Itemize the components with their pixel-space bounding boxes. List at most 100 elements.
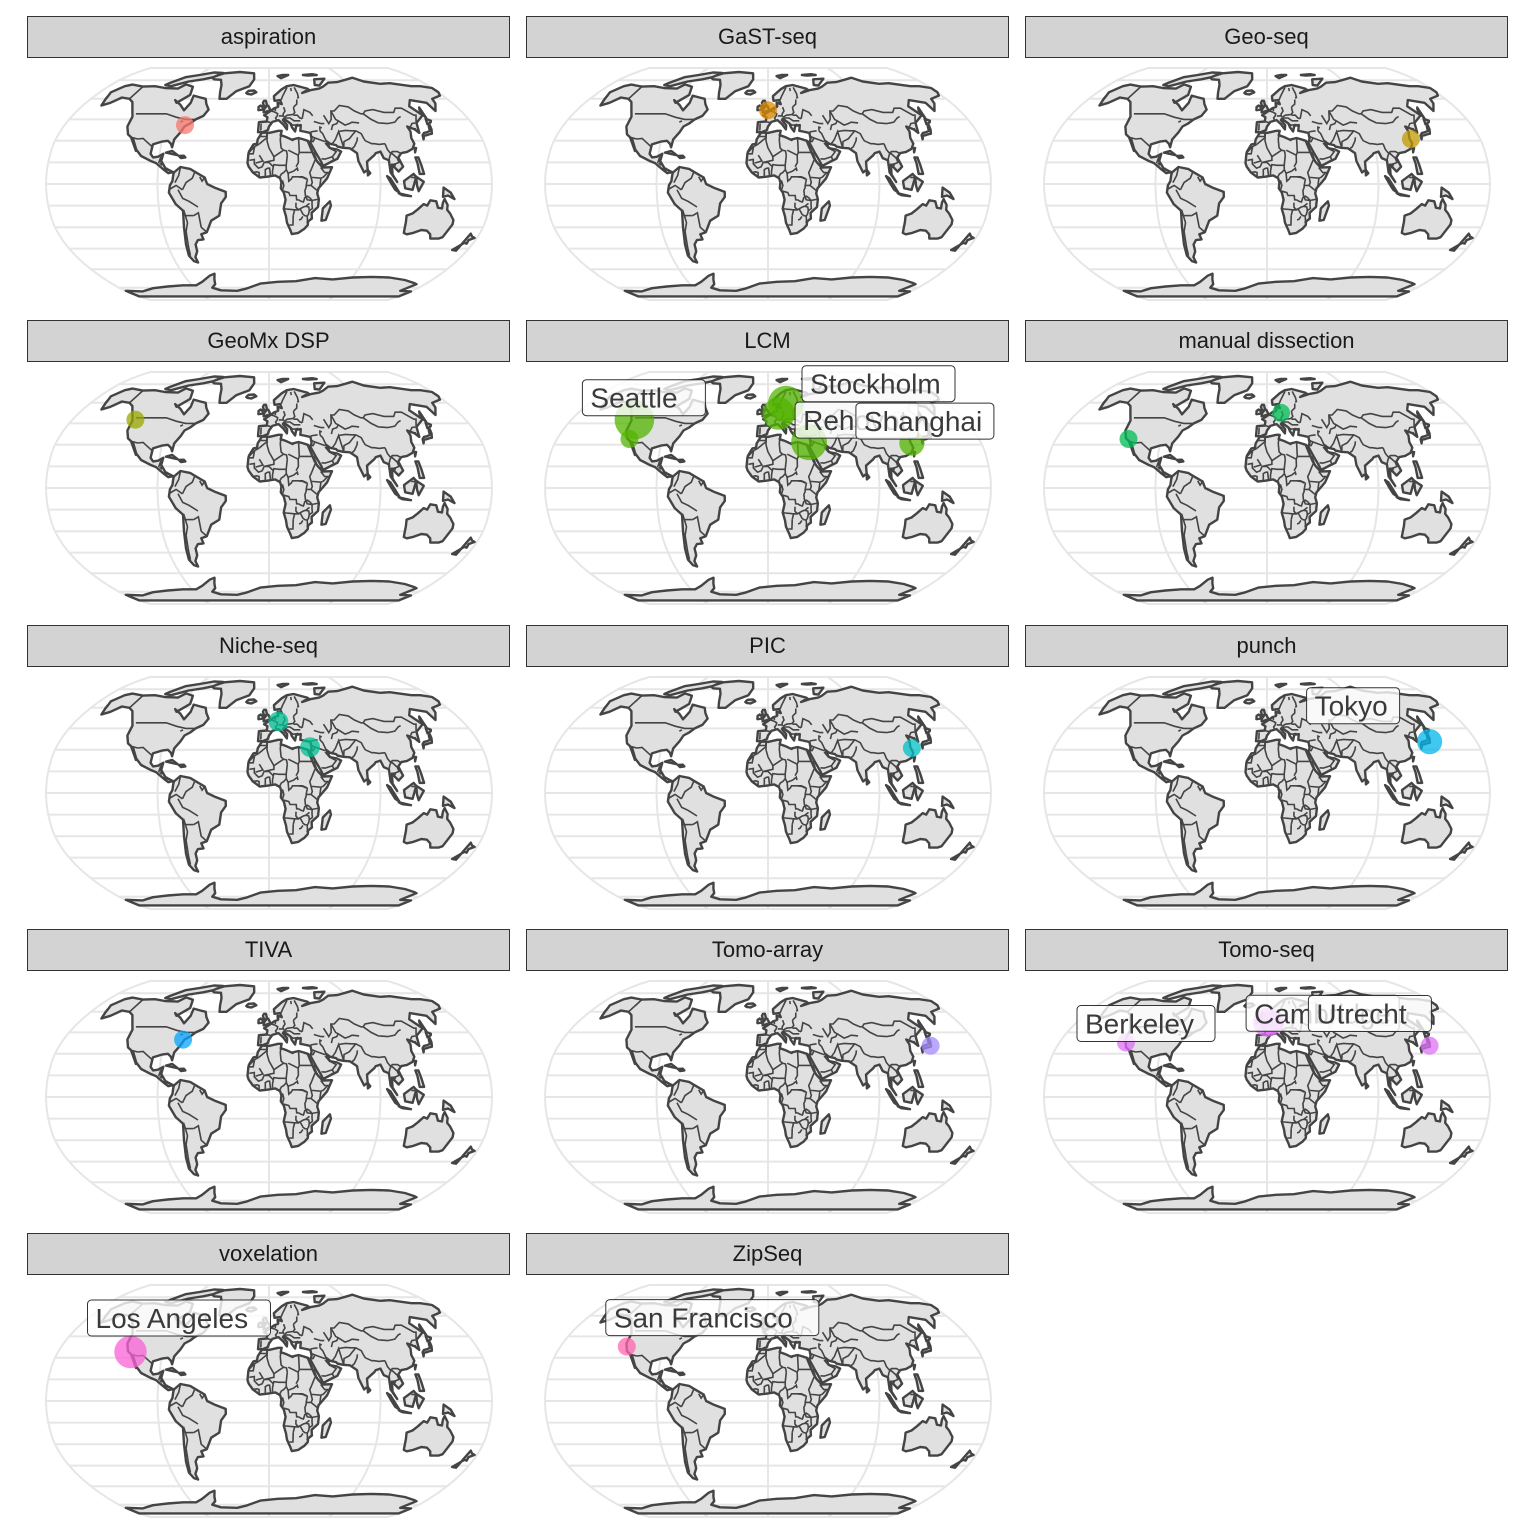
country-border: [279, 744, 285, 760]
land-polygon: [913, 460, 925, 480]
country-border: [128, 86, 144, 100]
country-border: [1191, 820, 1206, 842]
country-border: [1299, 412, 1312, 423]
land-polygon: [1412, 1069, 1424, 1089]
country-border: [313, 480, 322, 491]
country-border: [908, 731, 915, 736]
country-border: [283, 1019, 296, 1031]
land-polygon: [1422, 421, 1431, 430]
land-polygon: [320, 809, 333, 831]
land-polygon: [914, 1088, 924, 1106]
land-polygon: [245, 698, 258, 705]
label-box: [605, 1299, 820, 1337]
land-polygon: [385, 783, 401, 803]
country-border: [829, 1023, 859, 1039]
country-border: [1288, 426, 1297, 430]
country-border: [786, 1366, 798, 1373]
country-border: [177, 189, 199, 208]
country-border: [130, 440, 153, 452]
country-border: [809, 1394, 813, 1403]
country-border: [782, 1019, 795, 1031]
country-border: [791, 1012, 797, 1021]
country-border: [177, 798, 199, 817]
country-border: [157, 459, 162, 468]
country-border: [252, 474, 260, 482]
country-border: [1328, 729, 1337, 740]
country-border: [890, 771, 896, 776]
country-border: [308, 501, 314, 516]
country-border: [1288, 1035, 1297, 1039]
country-border: [301, 1325, 314, 1336]
country-border: [861, 1026, 900, 1038]
country-border: [259, 732, 262, 740]
country-border: [668, 1401, 682, 1408]
land-polygon: [246, 738, 334, 845]
land-polygon: [676, 458, 686, 464]
country-border: [765, 1046, 788, 1071]
country-border: [776, 104, 779, 107]
country-border: [941, 796, 944, 806]
country-border: [409, 426, 416, 431]
country-border: [1278, 696, 1286, 710]
country-border: [1308, 786, 1312, 795]
country-border: [1303, 793, 1317, 801]
land-polygon: [100, 692, 210, 784]
country-border: [249, 1069, 275, 1083]
country-border: [304, 482, 309, 501]
country-border: [784, 1030, 800, 1035]
land-polygon: [320, 200, 333, 222]
country-border: [1382, 143, 1399, 155]
country-border: [1269, 1079, 1273, 1088]
country-border: [778, 1048, 784, 1064]
country-border: [305, 1401, 319, 1409]
land-polygon: [421, 427, 434, 445]
land-polygon: [177, 154, 187, 160]
country-border: [182, 818, 192, 865]
land-polygon: [884, 783, 900, 803]
land-polygon: [385, 478, 401, 498]
country-border: [279, 439, 285, 455]
country-border: [680, 171, 695, 191]
country-border: [305, 1097, 319, 1105]
country-border: [678, 729, 683, 732]
facet-title-geo-seq: Geo-seq: [1025, 16, 1508, 58]
label-text: Shanghai: [864, 406, 982, 437]
country-border: [1276, 106, 1284, 117]
land-polygon: [441, 795, 456, 810]
country-border: [823, 142, 837, 161]
country-border: [829, 120, 838, 131]
country-border: [1264, 120, 1271, 124]
map-panel-gast-seq: [543, 67, 993, 301]
country-border: [1257, 1036, 1260, 1044]
country-border: [1246, 752, 1258, 764]
country-border: [293, 1331, 303, 1337]
country-border: [1317, 130, 1325, 142]
country-border: [747, 447, 759, 459]
land-polygon: [775, 986, 789, 993]
country-border: [1303, 499, 1318, 506]
country-border: [779, 1093, 784, 1104]
country-border: [1264, 729, 1271, 733]
country-border: [157, 1068, 162, 1077]
land-polygon: [949, 232, 975, 252]
country-border: [264, 1384, 272, 1394]
country-border: [292, 1425, 309, 1441]
land-polygon: [415, 1392, 425, 1410]
land-polygon: [896, 801, 912, 807]
land-polygon: [709, 70, 755, 100]
country-border: [298, 1432, 304, 1438]
land-polygon: [1413, 175, 1423, 193]
city-label-san-francisco: San Francisco: [605, 1299, 820, 1337]
country-border: [311, 439, 326, 447]
land-polygon: [912, 146, 917, 154]
land-polygon: [913, 1069, 925, 1089]
country-border: [676, 493, 698, 512]
country-border: [809, 1347, 817, 1350]
country-border: [413, 1344, 417, 1348]
country-border: [763, 770, 786, 778]
country-border: [797, 804, 810, 812]
country-border: [266, 1337, 273, 1341]
country-border: [779, 1351, 782, 1355]
country-border: [629, 136, 652, 148]
land-polygon: [1439, 186, 1454, 201]
